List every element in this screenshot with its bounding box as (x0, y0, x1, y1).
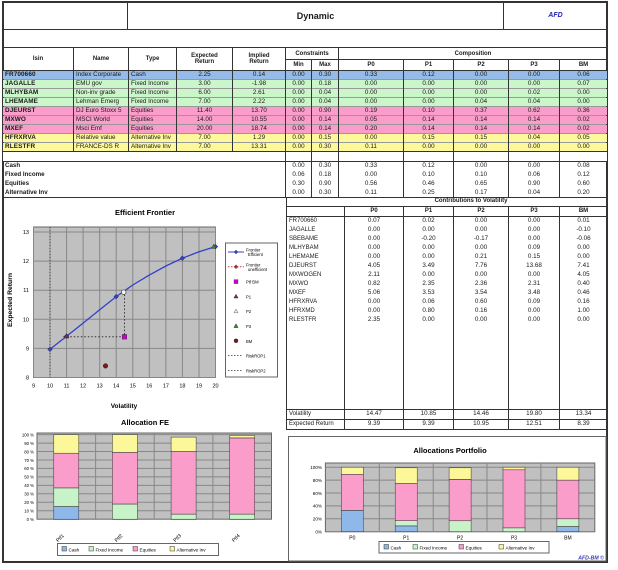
svg-text:P3: P3 (511, 536, 517, 542)
svg-text:0 %: 0 % (27, 517, 35, 522)
svg-text:unefficient: unefficient (248, 267, 268, 272)
svg-text:100 %: 100 % (22, 432, 34, 437)
svg-text:P0: P0 (349, 536, 355, 542)
svg-text:14: 14 (113, 384, 119, 390)
svg-text:80 %: 80 % (24, 449, 34, 454)
svg-text:11: 11 (64, 384, 70, 390)
svg-text:P3: P3 (246, 324, 252, 329)
svg-text:10: 10 (23, 317, 29, 323)
svg-text:13: 13 (23, 230, 29, 236)
svg-text:9: 9 (32, 384, 35, 390)
svg-text:BM: BM (246, 339, 253, 344)
svg-text:20 %: 20 % (24, 500, 34, 505)
svg-text:15: 15 (130, 384, 136, 390)
svg-text:Ptf2: Ptf2 (114, 533, 125, 544)
svg-text:Equities: Equities (140, 548, 157, 553)
svg-text:8: 8 (26, 376, 29, 382)
svg-text:50 %: 50 % (24, 475, 34, 480)
svg-text:Fixed Income: Fixed Income (420, 546, 448, 551)
svg-text:Ptf BM: Ptf BM (246, 280, 259, 285)
svg-text:Cash: Cash (391, 546, 402, 551)
svg-text:Allocations Portfolio: Allocations Portfolio (413, 446, 487, 455)
svg-text:RiskROP2: RiskROP2 (246, 368, 266, 373)
svg-text:12: 12 (80, 384, 86, 390)
svg-text:16: 16 (146, 384, 152, 390)
svg-text:Frontier: Frontier (246, 248, 261, 253)
svg-text:AFD-BM ©: AFD-BM © (577, 555, 604, 562)
svg-text:Ptf4: Ptf4 (231, 533, 242, 544)
svg-text:40%: 40% (313, 504, 322, 509)
svg-text:Frontier: Frontier (246, 262, 261, 267)
svg-text:RiskROP1: RiskROP1 (246, 354, 266, 359)
svg-text:Efficient Frontier: Efficient Frontier (115, 208, 175, 217)
svg-text:Volatility: Volatility (111, 403, 138, 410)
svg-text:17: 17 (163, 384, 169, 390)
svg-text:40 %: 40 % (24, 483, 34, 488)
svg-text:80%: 80% (313, 478, 322, 483)
svg-text:20: 20 (212, 384, 218, 390)
svg-text:10 %: 10 % (24, 509, 34, 514)
svg-text:BM: BM (564, 536, 572, 542)
svg-text:P2: P2 (457, 536, 463, 542)
svg-text:20%: 20% (313, 517, 322, 522)
svg-text:13: 13 (97, 384, 103, 390)
svg-text:Ptf1: Ptf1 (55, 533, 66, 544)
svg-text:Efficient: Efficient (248, 252, 264, 257)
svg-text:Allocation FE: Allocation FE (121, 418, 169, 427)
svg-text:Ptf3: Ptf3 (172, 533, 183, 544)
svg-text:Alternative Inv: Alternative Inv (177, 548, 207, 553)
svg-text:100%: 100% (310, 465, 322, 470)
svg-text:0%: 0% (315, 530, 322, 535)
svg-text:19: 19 (196, 384, 202, 390)
svg-text:Expected Return: Expected Return (7, 273, 14, 327)
svg-text:12: 12 (23, 259, 29, 265)
svg-text:11: 11 (23, 288, 29, 294)
svg-text:P2: P2 (246, 309, 252, 314)
svg-text:30 %: 30 % (24, 492, 34, 497)
svg-text:18: 18 (179, 384, 185, 390)
svg-text:60%: 60% (313, 491, 322, 496)
svg-text:60 %: 60 % (24, 466, 34, 471)
svg-text:Cash: Cash (69, 548, 80, 553)
svg-text:90 %: 90 % (24, 441, 34, 446)
svg-text:10: 10 (47, 384, 53, 390)
svg-text:Fixed Income: Fixed Income (96, 548, 124, 553)
svg-text:Equities: Equities (466, 546, 483, 551)
svg-text:70 %: 70 % (24, 458, 34, 463)
svg-text:9: 9 (26, 346, 29, 352)
svg-text:Alternative Inv: Alternative Inv (506, 546, 536, 551)
svg-text:P1: P1 (403, 536, 409, 542)
svg-text:P1: P1 (246, 294, 252, 299)
